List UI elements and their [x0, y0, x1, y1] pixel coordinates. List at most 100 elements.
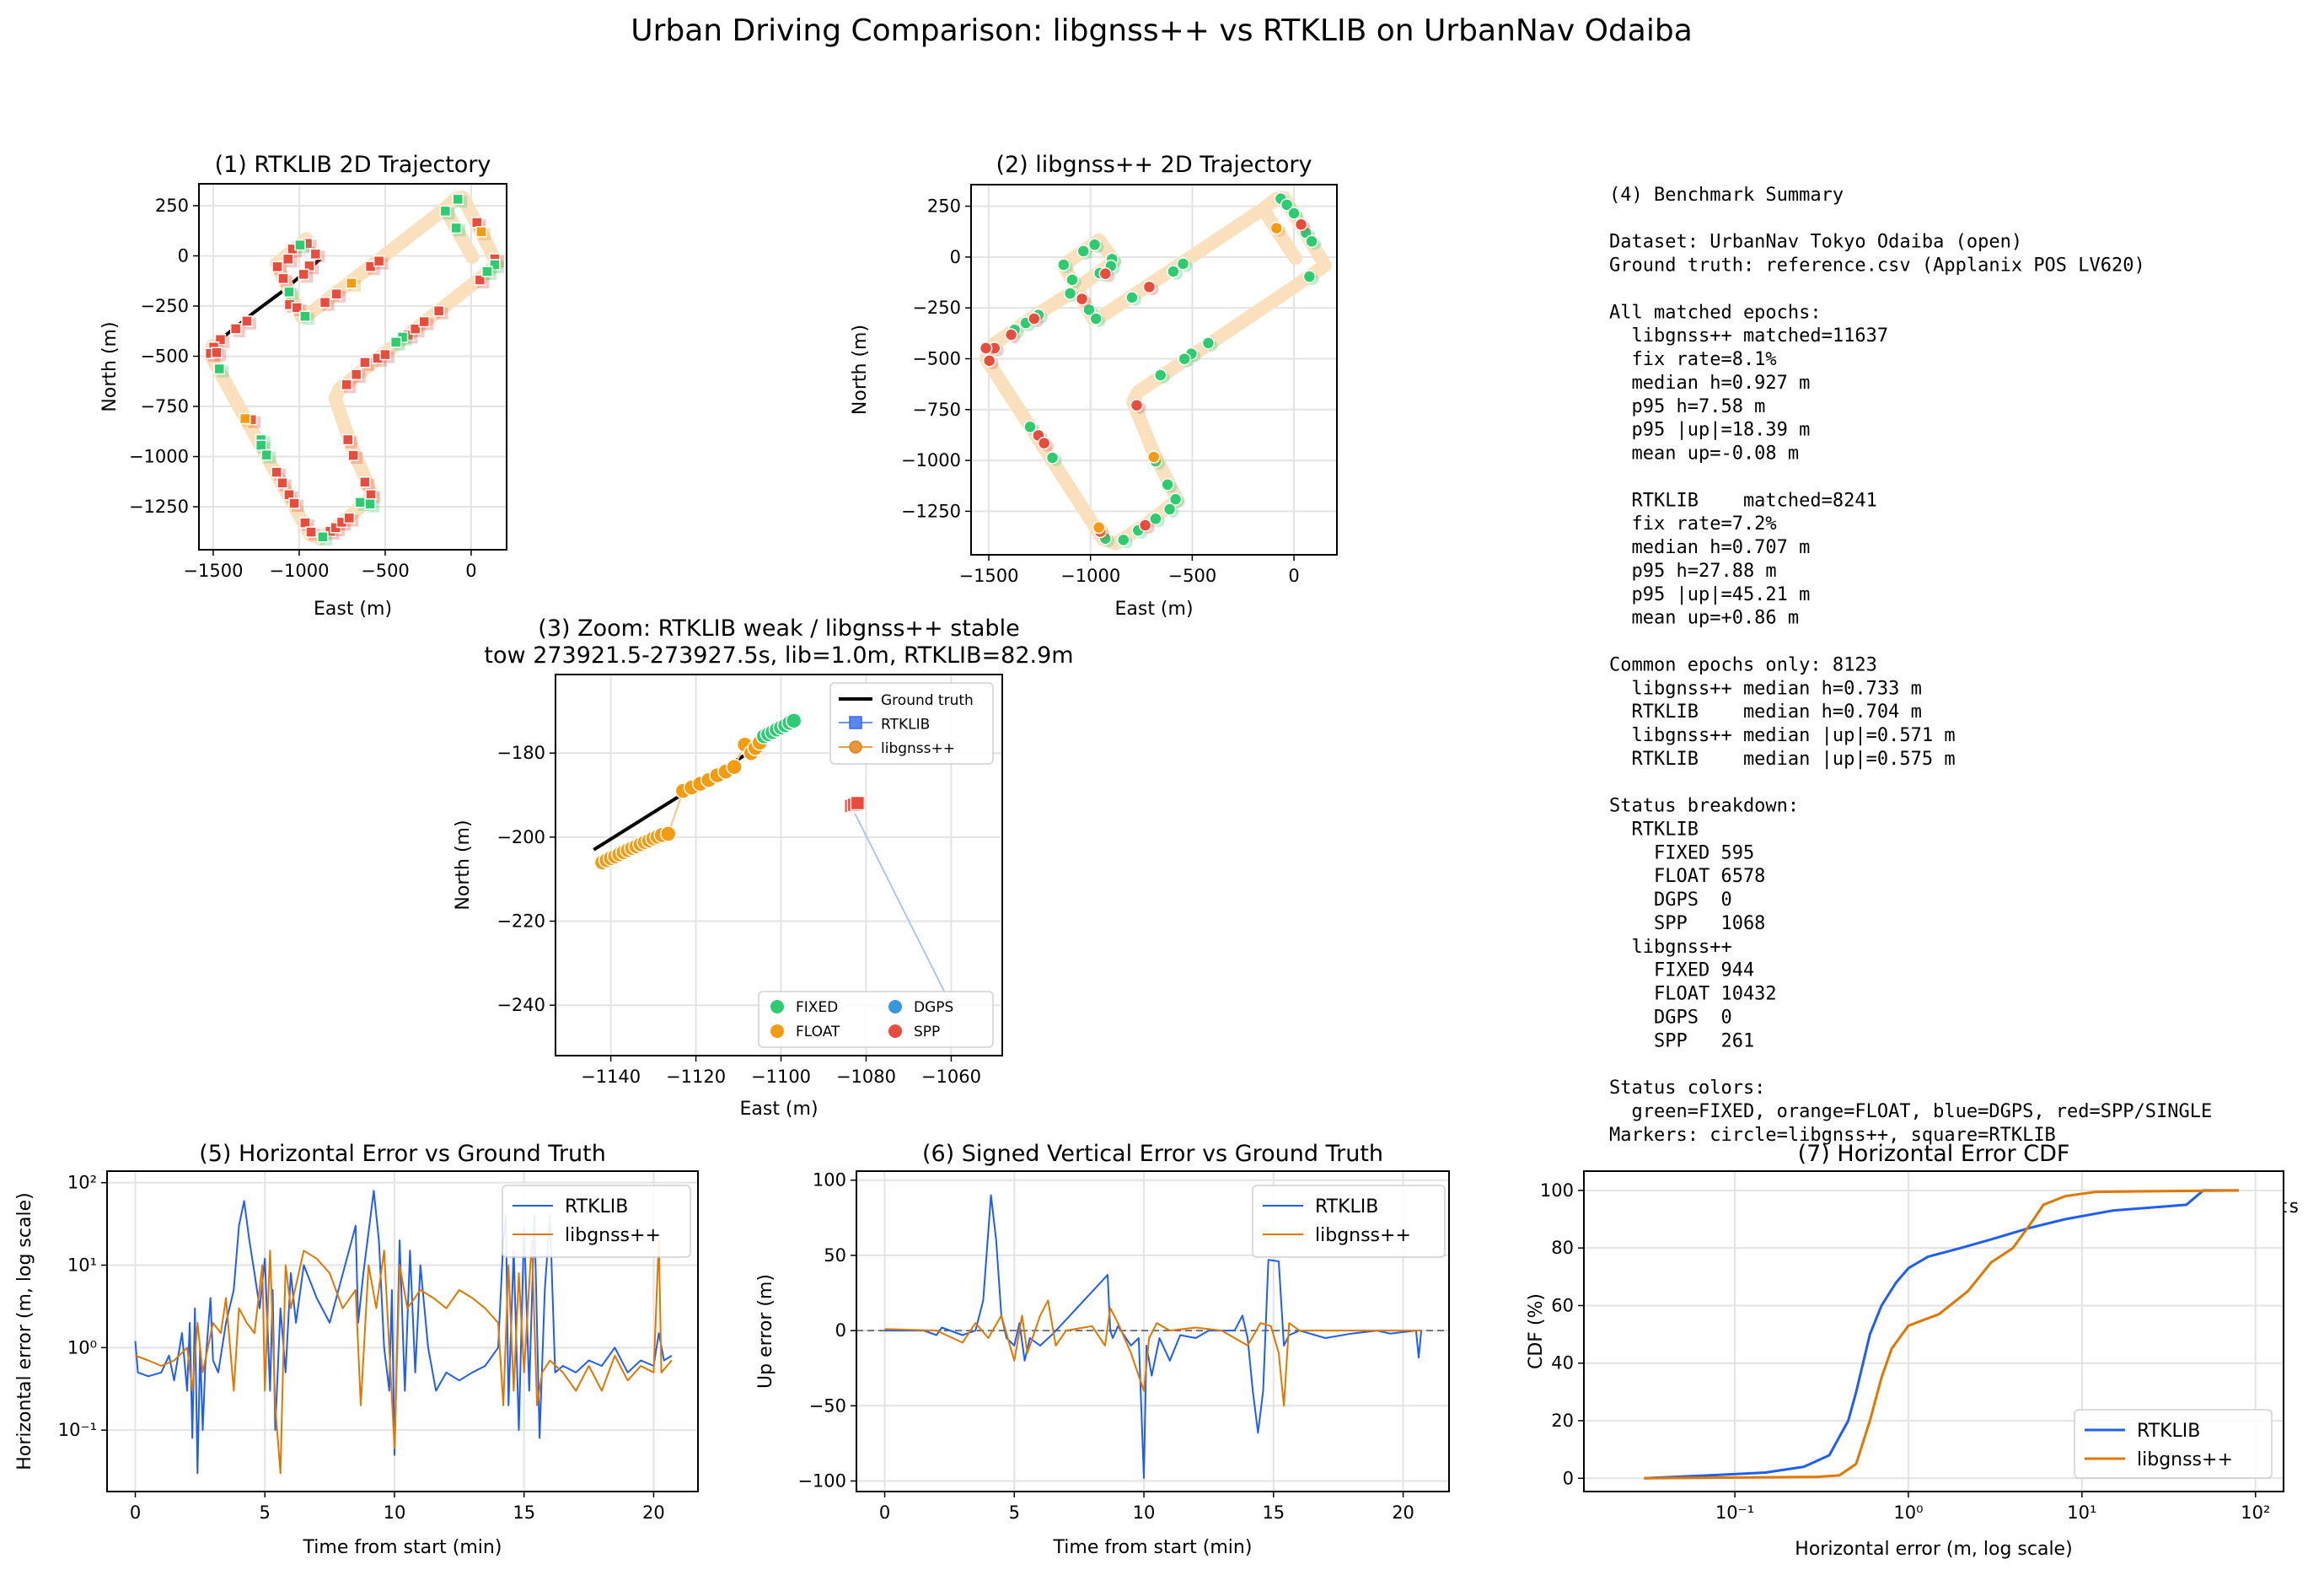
- libgnss-marker: [785, 712, 802, 729]
- status-marker-float: [1147, 450, 1161, 464]
- y-tick-label: 0: [950, 247, 961, 267]
- y-axis-label: North (m): [850, 325, 871, 415]
- status-marker-spp: [271, 261, 283, 273]
- y-tick-label: 0: [178, 245, 189, 266]
- status-marker-spp: [1075, 292, 1089, 306]
- status-marker-fixed: [255, 439, 267, 451]
- status-marker-fixed: [283, 286, 295, 298]
- panel-p7: 10⁻¹ 10⁰ 10¹ 10² 0 20 40 60 80 100 (7) Horizontal …: [1526, 1141, 2284, 1560]
- y-tick-label: −220: [496, 911, 545, 932]
- summary-line: RTKLIB median |up|=0.575 m: [1609, 749, 1956, 770]
- y-tick-label: 0: [1563, 1468, 1574, 1488]
- y-axis-label: North (m): [99, 321, 121, 411]
- status-marker-fixed: [439, 205, 452, 218]
- status-marker-spp: [432, 304, 445, 317]
- status-marker-spp: [291, 302, 303, 314]
- x-tick-label: −1060: [921, 1067, 981, 1087]
- legend-status-fixed: [770, 1000, 784, 1013]
- status-marker-fixed: [1153, 368, 1167, 382]
- x-tick-label: 10⁻¹: [1715, 1502, 1754, 1523]
- panel-p3: −1140 −1120 −1100 −1080 −1060 −180 −200 −220 −24…: [453, 615, 1074, 1120]
- x-tick-label: −1140: [581, 1067, 641, 1087]
- status-marker-fixed: [299, 310, 311, 322]
- x-tick-label: 10: [1133, 1502, 1156, 1523]
- status-marker-fixed: [1302, 270, 1317, 283]
- summary-line: All matched epochs:: [1609, 302, 1822, 323]
- summary-line: Markers: circle=libgnss++, square=RTKLIB: [1609, 1125, 2056, 1146]
- x-tick-label: 5: [260, 1502, 271, 1523]
- x-tick-label: −1100: [751, 1067, 811, 1087]
- y-tick-label: −1000: [901, 450, 961, 470]
- summary-line: FIXED 944: [1609, 960, 1754, 981]
- status-marker-fixed: [364, 497, 376, 510]
- status-marker-fixed: [481, 266, 493, 277]
- status-marker-fixed: [1287, 207, 1301, 220]
- summary-line: libgnss++ matched=11637: [1609, 325, 1888, 347]
- status-marker-fixed: [1065, 273, 1079, 287]
- axes-frame: [1583, 1170, 2284, 1492]
- x-tick-label: 10⁰: [1893, 1502, 1923, 1523]
- status-marker-fixed: [1045, 451, 1060, 465]
- x-tick-label: 0: [1288, 566, 1299, 586]
- summary-line: RTKLIB: [1609, 819, 1699, 840]
- status-marker-spp: [282, 253, 294, 266]
- status-marker-fixed: [317, 531, 329, 543]
- status-marker-fixed: [389, 336, 402, 348]
- panel-p2: −1500 −1000 −500 0 250 0 −250 −500 −750 −1000 −125…: [850, 152, 1338, 620]
- summary-line: Status breakdown:: [1609, 796, 1799, 817]
- plot-content: [204, 191, 504, 546]
- series-line-rtklib: [134, 1190, 673, 1475]
- figure-title: Urban Driving Comparison: libgnss++ vs R…: [631, 13, 1693, 48]
- status-marker-spp: [319, 296, 331, 309]
- status-marker-spp: [409, 323, 421, 335]
- y-tick-label: 250: [155, 196, 189, 216]
- y-tick-label: −50: [809, 1395, 846, 1416]
- status-marker-spp: [1294, 218, 1308, 232]
- status-marker-fixed: [1082, 303, 1096, 317]
- x-tick-label: −1500: [183, 561, 243, 581]
- status-marker-spp: [271, 466, 282, 478]
- y-axis-label: Horizontal error (m, log scale): [14, 1192, 35, 1470]
- y-tick-label: 20: [1551, 1411, 1574, 1431]
- legend-box: [1252, 1185, 1446, 1258]
- status-marker-fixed: [1117, 533, 1130, 547]
- legend-circle-libgnss: [849, 740, 862, 754]
- x-axis-label: Horizontal error (m, log scale): [1795, 1539, 2072, 1560]
- status-marker-fixed: [1162, 503, 1177, 516]
- y-tick-label: 100: [1540, 1180, 1574, 1201]
- summary-line: libgnss++: [1609, 937, 1732, 958]
- status-marker-fixed: [1201, 336, 1216, 350]
- summary-line: Dataset: UrbanNav Tokyo Odaiba (open): [1609, 232, 2022, 253]
- y-tick-label: 80: [1551, 1238, 1574, 1258]
- x-tick-label: 0: [879, 1502, 890, 1523]
- legend: RTKLIB libgnss++: [502, 1185, 691, 1258]
- summary-line: DGPS 0: [1609, 1007, 1732, 1028]
- status-marker-spp: [418, 315, 431, 328]
- status-marker-spp: [1098, 266, 1113, 281]
- y-tick-label: −500: [912, 348, 961, 368]
- legend-label: DGPS: [914, 999, 953, 1016]
- summary-line: mean up=+0.86 m: [1609, 608, 1799, 629]
- panel-title: (6) Signed Vertical Error vs Ground Trut…: [922, 1141, 1383, 1167]
- status-marker-spp: [299, 517, 311, 529]
- panel-title: (2) libgnss++ 2D Trajectory: [996, 152, 1312, 178]
- status-marker-spp: [979, 341, 993, 355]
- x-tick-label: −500: [1168, 566, 1217, 586]
- summary-line: DGPS 0: [1609, 890, 1732, 911]
- status-marker-spp: [1028, 312, 1041, 325]
- status-marker-fixed: [1178, 352, 1191, 366]
- x-axis-label: Time from start (min): [1053, 1537, 1253, 1558]
- x-tick-label: 10: [384, 1502, 406, 1523]
- summary-line: libgnss++ median |up|=0.571 m: [1609, 725, 1956, 746]
- legend-label: libgnss++: [1315, 1225, 1411, 1246]
- legend-box: [758, 991, 994, 1048]
- summary-line: median h=0.927 m: [1609, 373, 1810, 394]
- status-marker-float: [475, 226, 487, 238]
- status-marker-spp: [1037, 436, 1051, 450]
- summary-line: FLOAT 10432: [1609, 984, 1777, 1005]
- status-marker-spp: [347, 449, 359, 461]
- status-marker-fixed: [1125, 291, 1139, 304]
- legend-label: FIXED: [796, 999, 838, 1016]
- series-line-libgnss: [884, 1299, 1422, 1407]
